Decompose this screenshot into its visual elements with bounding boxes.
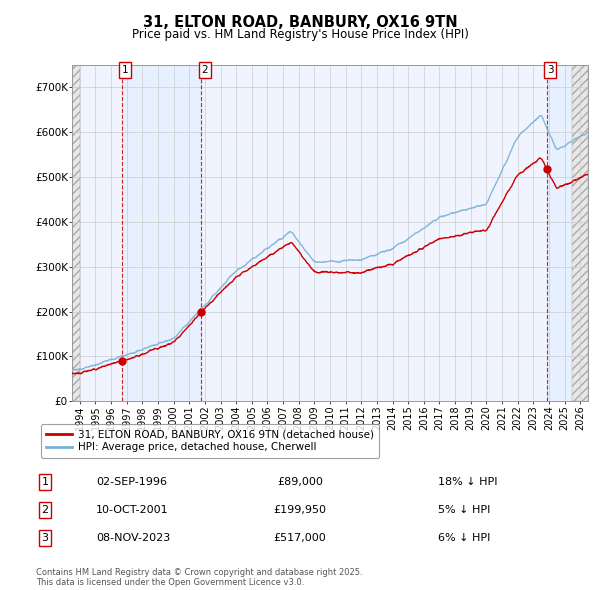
Text: 02-SEP-1996: 02-SEP-1996 [96, 477, 167, 487]
Bar [72, 65, 80, 401]
Text: 1: 1 [41, 477, 49, 487]
Text: Contains HM Land Registry data © Crown copyright and database right 2025.
This d: Contains HM Land Registry data © Crown c… [36, 568, 362, 587]
Text: 18% ↓ HPI: 18% ↓ HPI [438, 477, 497, 487]
Bar [547, 65, 572, 401]
Text: 1: 1 [122, 65, 128, 75]
Text: 2: 2 [202, 65, 208, 75]
Text: 3: 3 [547, 65, 553, 75]
Text: £89,000: £89,000 [277, 477, 323, 487]
Text: 2: 2 [41, 505, 49, 514]
Text: 10-OCT-2001: 10-OCT-2001 [96, 505, 169, 514]
Bar [122, 65, 202, 401]
Text: £199,950: £199,950 [274, 505, 326, 514]
Text: 6% ↓ HPI: 6% ↓ HPI [438, 533, 490, 543]
Text: Price paid vs. HM Land Registry's House Price Index (HPI): Price paid vs. HM Land Registry's House … [131, 28, 469, 41]
Text: £517,000: £517,000 [274, 533, 326, 543]
Bar [572, 65, 588, 401]
Text: 08-NOV-2023: 08-NOV-2023 [96, 533, 170, 543]
Text: 5% ↓ HPI: 5% ↓ HPI [438, 505, 490, 514]
Text: 3: 3 [41, 533, 49, 543]
Text: 31, ELTON ROAD, BANBURY, OX16 9TN: 31, ELTON ROAD, BANBURY, OX16 9TN [143, 15, 457, 30]
Legend: 31, ELTON ROAD, BANBURY, OX16 9TN (detached house), HPI: Average price, detached: 31, ELTON ROAD, BANBURY, OX16 9TN (detac… [41, 424, 379, 458]
